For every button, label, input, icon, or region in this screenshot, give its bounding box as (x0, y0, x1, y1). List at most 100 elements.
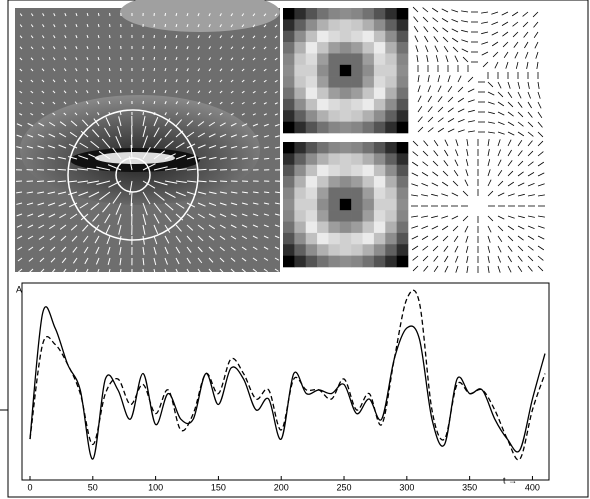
flow-arrow (197, 268, 202, 275)
kernel-pixel (396, 64, 409, 77)
kernel-pixel (339, 53, 352, 66)
flow-arrow (107, 246, 111, 255)
field-arrow (433, 139, 439, 147)
flow-arrow (219, 257, 225, 263)
flow-arrow (92, 213, 100, 222)
kernel-pixel (339, 198, 352, 211)
flow-arrow (219, 157, 227, 160)
flow-arrow (142, 191, 151, 205)
field-arrow (517, 91, 522, 99)
flow-arrow (107, 268, 111, 276)
flow-arrow (39, 268, 45, 274)
field-arrow (423, 140, 429, 147)
kernel-pixel (362, 8, 375, 20)
kernel-pixel (283, 53, 295, 66)
kernel-pixel (362, 87, 375, 100)
flow-arrow (208, 224, 216, 230)
kernel-pixel (362, 121, 375, 134)
field-arrow (427, 95, 432, 103)
flow-arrow (96, 166, 111, 171)
flow-arrow (30, 13, 34, 17)
kernel-pixel (396, 210, 409, 222)
field-arrow (451, 19, 459, 23)
kernel-pixel (351, 98, 363, 111)
kernel-pixel (317, 64, 329, 77)
field-arrow (433, 255, 439, 262)
flow-arrow (97, 34, 100, 39)
flow-arrow (57, 180, 67, 183)
kernel-pixel (317, 19, 329, 32)
kernel-pixel (373, 255, 386, 268)
kernel-pixel (328, 76, 341, 88)
field-arrow (411, 172, 419, 177)
field-arrow (517, 215, 525, 219)
field-arrow (537, 121, 543, 128)
flow-arrow (208, 202, 217, 207)
kernel-pixel (362, 76, 375, 88)
flow-arrow (19, 13, 23, 17)
flow-arrow (186, 90, 190, 94)
kernel-pixel (351, 232, 363, 245)
flow-arrow (186, 246, 192, 253)
flow-arrow (164, 224, 171, 233)
flow-arrow (49, 235, 56, 241)
field-arrow (412, 151, 419, 157)
flow-arrow (186, 79, 189, 83)
flow-arrow (52, 90, 56, 94)
field-arrow (512, 31, 519, 38)
kernel-pixel (362, 30, 375, 43)
kernel-pixel (385, 153, 397, 166)
field-arrow (426, 55, 429, 63)
flow-arrow (17, 268, 23, 273)
field-arrow (537, 91, 541, 99)
field-arrow (507, 149, 512, 157)
flow-arrow (263, 268, 268, 273)
field-arrow (442, 170, 449, 177)
flow-arrow (186, 112, 190, 116)
flow-arrow (274, 202, 280, 205)
flow-arrow (81, 119, 89, 127)
field-arrow (487, 111, 495, 115)
field-arrow (507, 111, 514, 117)
field-arrow (437, 127, 445, 133)
flow-arrow (274, 123, 280, 127)
field-arrow (433, 150, 439, 157)
flow-arrow (142, 146, 151, 160)
flow-arrow (58, 202, 67, 207)
flow-arrow (153, 127, 160, 138)
flow-arrow (52, 101, 56, 105)
flow-arrow (153, 100, 156, 105)
flow-arrow (39, 257, 45, 263)
kernel-pixel (373, 64, 386, 77)
flow-arrow (164, 257, 168, 265)
field-arrow (507, 170, 514, 177)
flow-arrow (86, 12, 89, 17)
kernel-pixel (317, 187, 329, 200)
field-arrow (441, 181, 449, 187)
field-arrow (432, 17, 439, 23)
kernel-pixel (339, 121, 352, 134)
field-arrow (487, 131, 495, 134)
kernel-pixel (362, 53, 375, 66)
field-arrow (487, 101, 495, 105)
flow-arrow (186, 24, 189, 28)
kernel-pixel (294, 164, 307, 177)
flow-arrow (252, 102, 256, 105)
kernel-pixel (339, 87, 352, 100)
field-arrow (507, 81, 511, 89)
kernel-pixel (351, 221, 363, 234)
flow-arrow (252, 57, 256, 61)
flow-arrow (230, 113, 234, 116)
flow-arrow (274, 246, 280, 250)
field-arrow (537, 172, 545, 177)
flow-arrow (208, 121, 216, 127)
flow-arrow (186, 101, 190, 105)
flow-arrow (164, 101, 167, 105)
field-arrow (497, 81, 502, 89)
flow-arrow (263, 90, 267, 94)
kernel-pixel (317, 30, 329, 43)
kernel-pixel (362, 221, 375, 234)
field-arrow (537, 183, 545, 187)
flow-arrow (164, 191, 176, 198)
